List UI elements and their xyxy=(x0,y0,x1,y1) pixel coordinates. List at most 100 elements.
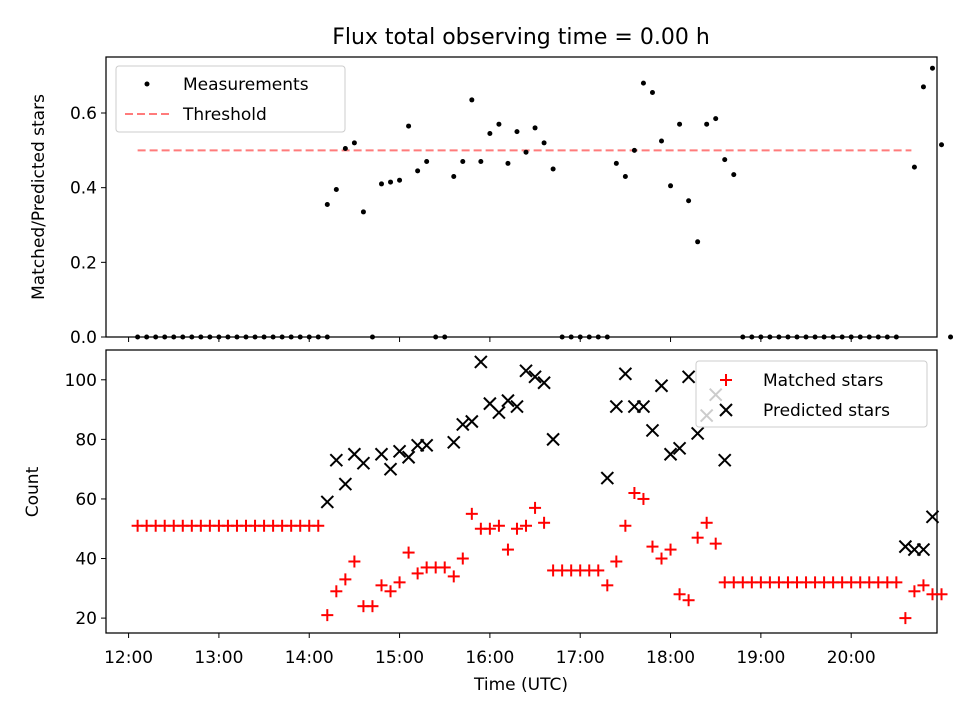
measurement-point xyxy=(270,334,276,340)
bottom-y-ticks: 20 40 60 80 100 xyxy=(65,371,106,629)
top-y-tick-label: 0.6 xyxy=(70,104,97,124)
measurement-point xyxy=(333,187,339,193)
measurement-point xyxy=(713,116,719,122)
matched-star-point xyxy=(339,573,352,586)
measurement-point xyxy=(767,334,773,340)
measurement-point xyxy=(460,159,466,165)
measurement-point xyxy=(668,183,674,189)
measurement-point xyxy=(920,84,926,90)
measurement-point xyxy=(830,334,836,340)
predicted-star-point xyxy=(492,405,506,420)
measurement-point xyxy=(866,334,872,340)
measurement-point xyxy=(135,334,141,340)
matched-star-point xyxy=(610,555,623,568)
measurement-point xyxy=(731,172,737,178)
predicted-star-point xyxy=(392,444,407,458)
measurement-point xyxy=(740,334,746,340)
top-panel: Flux total observing time = 0.00 h 0.00.… xyxy=(29,25,954,348)
measurement-point xyxy=(514,129,520,135)
matched-star-point xyxy=(709,537,722,550)
measurement-point xyxy=(243,334,249,340)
predicted-star-point xyxy=(537,376,551,390)
measurement-point xyxy=(604,334,610,340)
x-tick-label: 15:00 xyxy=(375,648,424,668)
measurement-point xyxy=(406,123,412,129)
matched-star-point xyxy=(637,492,650,505)
measurement-point xyxy=(415,168,421,174)
measurement-point xyxy=(180,334,186,340)
measurement-point xyxy=(550,166,556,172)
measurement-point xyxy=(939,142,945,148)
matched-star-point xyxy=(520,519,533,532)
matched-star-point xyxy=(899,612,912,625)
matched-star-point xyxy=(538,516,551,529)
measurement-point xyxy=(839,334,845,340)
top-plot-frame xyxy=(105,56,938,338)
bottom-y-tick-label: 80 xyxy=(75,430,97,450)
x-tick-label: 14:00 xyxy=(285,648,334,668)
predicted-star-point xyxy=(465,414,479,429)
predicted-star-points xyxy=(320,355,940,557)
matched-star-point xyxy=(908,585,921,598)
predicted-star-point xyxy=(546,432,560,447)
measurement-point xyxy=(442,334,448,340)
measurement-point xyxy=(397,177,403,183)
measurement-point xyxy=(261,334,267,340)
measurement-point xyxy=(225,334,231,340)
matched-star-point xyxy=(456,552,469,565)
measurement-point xyxy=(523,149,529,155)
predicted-star-point xyxy=(636,399,651,414)
matched-star-point xyxy=(321,609,334,622)
predicted-star-point xyxy=(510,399,524,414)
measurement-point xyxy=(749,334,755,340)
measurement-point xyxy=(505,160,511,166)
predicted-star-point xyxy=(374,447,389,461)
measurement-point xyxy=(315,334,321,340)
legend-measurements-label: Measurements xyxy=(183,75,309,95)
bottom-y-tick-label: 40 xyxy=(75,550,97,570)
measurement-point xyxy=(388,179,394,185)
legend-threshold-label: Threshold xyxy=(182,105,267,125)
predicted-star-point xyxy=(329,453,344,467)
predicted-star-point xyxy=(338,477,353,491)
matched-star-point xyxy=(646,540,659,553)
measurement-point xyxy=(378,181,384,187)
bottom-legend-box xyxy=(695,360,928,428)
top-y-tick-label: 0.4 xyxy=(70,179,97,199)
x-tick-label: 17:00 xyxy=(556,648,605,668)
measurement-point xyxy=(659,138,665,144)
matched-star-point xyxy=(501,543,514,556)
predicted-star-point xyxy=(383,462,398,476)
measurement-point xyxy=(622,173,628,179)
measurement-point xyxy=(234,334,240,340)
predicted-star-point xyxy=(654,379,669,393)
bottom-panel: 20 40 60 80 100 12:00 13:00 14:00 15:00 16:00 17:… xyxy=(23,337,948,695)
matched-star-points xyxy=(131,486,948,625)
matched-star-point xyxy=(402,546,415,559)
matched-star-point xyxy=(691,531,704,544)
measurement-point xyxy=(189,334,195,340)
x-axis-label: Time (UTC) xyxy=(473,675,568,695)
measurement-point xyxy=(857,334,863,340)
matched-star-point xyxy=(366,600,379,613)
predicted-star-point xyxy=(501,393,515,408)
measurement-point xyxy=(677,121,683,127)
measurement-point xyxy=(369,334,375,340)
predicted-star-point xyxy=(447,435,461,450)
measurement-point xyxy=(324,334,330,340)
bottom-plot-frame xyxy=(105,349,938,634)
legend-predicted-label: Predicted stars xyxy=(763,401,890,421)
bottom-y-tick-label: 20 xyxy=(75,609,97,629)
top-y-tick-label: 0.0 xyxy=(70,328,97,348)
predicted-star-point xyxy=(401,450,416,464)
measurement-point xyxy=(153,334,159,340)
measurement-point xyxy=(342,145,348,151)
predicted-star-point xyxy=(356,456,371,470)
measurement-point xyxy=(162,334,168,340)
matched-star-point xyxy=(601,579,614,592)
bottom-y-tick-label: 60 xyxy=(75,490,97,510)
predicted-star-point xyxy=(925,510,940,524)
measurement-point xyxy=(207,334,213,340)
predicted-star-point xyxy=(528,370,542,384)
predicted-star-point xyxy=(519,364,533,378)
